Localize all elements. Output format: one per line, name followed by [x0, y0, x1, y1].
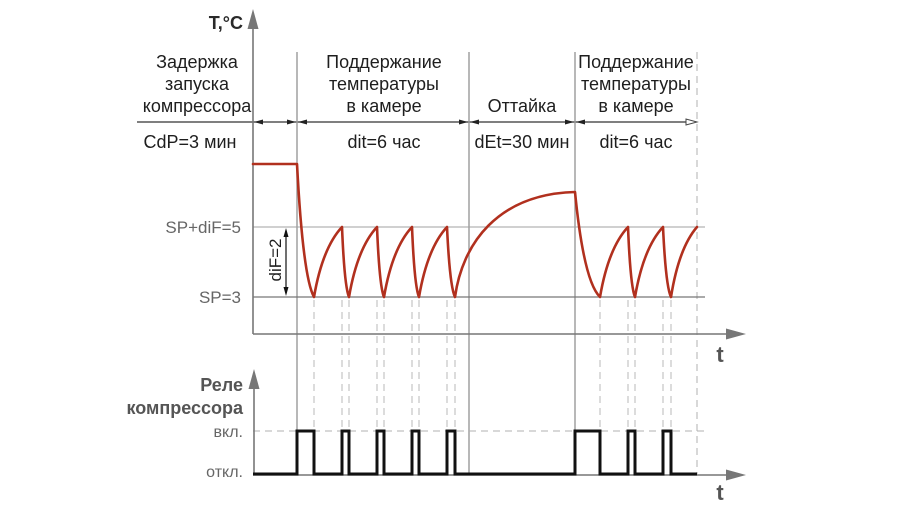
relay-chart: Реле компрессора вкл. откл. t — [126, 369, 746, 505]
transition-dashes — [313, 300, 672, 431]
phase-1-title-line-1: Задержка — [156, 52, 239, 72]
phase-4-title-line-1: Поддержание — [578, 52, 694, 72]
relay-x-axis-arrow-icon — [726, 469, 746, 481]
y-axis-arrow-icon — [247, 9, 259, 29]
x-axis-arrow-icon — [726, 328, 746, 340]
relay-signal — [253, 429, 697, 476]
phase-4-param: dit=6 час — [600, 132, 673, 152]
phase-header: Задержка запуска компрессора CdP=3 мин П… — [137, 52, 699, 152]
relay-state-off-label: откл. — [206, 464, 243, 481]
temperature-curve — [251, 162, 699, 299]
temperature-axis-label: T,°C — [209, 13, 243, 33]
phase-2-param: dit=6 час — [348, 132, 421, 152]
sp-plus-dif-label: SP+diF=5 — [165, 218, 241, 237]
phase-2-title-line-2: температуры — [329, 74, 439, 94]
phase-4-title-line-2: температуры — [581, 74, 691, 94]
phase-boundaries — [296, 52, 576, 474]
relay-time-label: t — [716, 480, 724, 505]
open-arrow-icon — [685, 118, 699, 126]
dimension-arrowheads — [254, 119, 585, 125]
phase-1-param: CdP=3 мин — [144, 132, 237, 152]
dif-dimension: diF=2 — [266, 228, 289, 296]
dif-label: diF=2 — [266, 239, 285, 282]
phase-2-title-line-3: в камере — [346, 96, 421, 116]
sp-label: SP=3 — [199, 288, 241, 307]
phase-1-title-line-3: компрессора — [143, 96, 252, 116]
phase-4-title-line-3: в камере — [598, 96, 673, 116]
phase-3-title-line-1: Оттайка — [488, 96, 558, 116]
phase-1-title-line-2: запуска — [165, 74, 230, 94]
relay-y-axis-arrow-icon — [248, 369, 260, 389]
relay-axis-label-line-2: компрессора — [126, 398, 243, 418]
phase-3-param: dEt=30 мин — [475, 132, 570, 152]
relay-state-on-label: вкл. — [214, 424, 243, 441]
temperature-chart: SP+diF=5 SP=3 diF=2 T,°C t — [165, 9, 746, 431]
phase-2-title-line-1: Поддержание — [326, 52, 442, 72]
temperature-time-label: t — [716, 342, 724, 367]
relay-axis-label-line-1: Реле — [200, 375, 243, 395]
